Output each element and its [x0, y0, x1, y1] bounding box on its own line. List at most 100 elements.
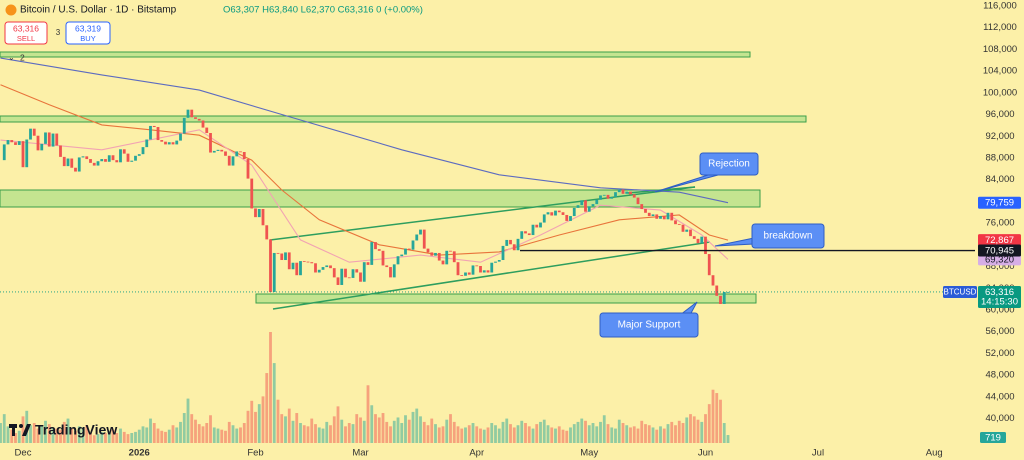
volume-bar: [437, 427, 441, 443]
volume-bar: [107, 430, 111, 443]
buy-button[interactable]: [65, 21, 111, 45]
candle: [482, 270, 486, 273]
volume-bar: [257, 404, 261, 443]
volume-bar: [130, 433, 134, 443]
volume-bar: [707, 404, 711, 443]
collapse-icon[interactable]: ⌄: [8, 53, 15, 62]
moving-average: [0, 57, 729, 204]
callout: [751, 223, 825, 249]
price-label: 69,320: [985, 254, 1014, 265]
volume-bar: [160, 430, 164, 443]
volume-bar: [59, 429, 62, 443]
countdown: 14:15:30: [981, 296, 1018, 307]
candle: [122, 149, 126, 154]
volume-bar: [722, 423, 726, 443]
candle: [175, 140, 179, 145]
x-tick-label: Apr: [469, 448, 484, 459]
candle: [272, 252, 276, 293]
volume-bar: [10, 429, 14, 443]
candle: [370, 242, 374, 265]
candle: [359, 272, 362, 282]
candle: [587, 206, 591, 212]
candle: [77, 157, 81, 172]
volume-bar: [164, 431, 167, 443]
volume-bar: [595, 426, 599, 443]
volume-bar: [321, 428, 325, 443]
candle: [509, 239, 512, 245]
volume-bar: [254, 411, 257, 443]
candle: [40, 143, 44, 151]
candle: [107, 155, 111, 162]
volume-bar: [272, 363, 276, 443]
volume-bar: [509, 424, 512, 443]
x-tick-label: Feb: [247, 448, 263, 459]
candle: [711, 275, 715, 286]
candle: [655, 214, 659, 219]
volume-bar: [122, 431, 126, 443]
volume-bar: [430, 418, 434, 443]
candle: [340, 268, 344, 285]
candle: [580, 200, 584, 206]
logo-mark: [19, 424, 23, 428]
volume-bar: [77, 426, 81, 443]
logo-mark: [22, 424, 31, 436]
volume-bar: [366, 385, 370, 443]
y-tick-label: 84,000: [985, 174, 1014, 185]
candle: [662, 216, 666, 220]
candle: [640, 204, 644, 209]
brand: TradingView: [35, 422, 117, 438]
candle: [190, 109, 194, 118]
volume-bar: [636, 428, 640, 443]
candle: [130, 160, 134, 162]
volume-bar: [467, 425, 471, 443]
volume-bar: [629, 427, 632, 443]
candle: [561, 212, 565, 215]
volume-bar: [104, 433, 107, 443]
volume-bar: [404, 415, 407, 443]
candle: [220, 149, 224, 152]
candle: [276, 252, 280, 254]
candle: [351, 269, 355, 278]
candle: [186, 109, 190, 118]
volume-bar: [314, 424, 317, 443]
candle: [389, 267, 392, 278]
volume-bar: [497, 428, 501, 443]
candle: [66, 158, 70, 167]
volume-bar: [392, 420, 396, 443]
candle: [565, 214, 569, 221]
volume-bar: [119, 428, 122, 443]
volume-bar: [700, 421, 704, 443]
volume-bar: [696, 419, 700, 443]
volume-bar: [569, 427, 572, 443]
candle: [171, 142, 175, 145]
price-label-box: [978, 234, 1021, 247]
volume-bar: [152, 423, 156, 443]
volume-bar: [115, 433, 119, 443]
candle: [235, 151, 239, 157]
indicator-count[interactable]: 2: [20, 52, 25, 62]
sell-button[interactable]: [4, 21, 48, 45]
volume-bar: [666, 424, 670, 443]
candle: [347, 277, 351, 279]
volume-bar: [362, 420, 366, 443]
candle: [670, 212, 674, 221]
candle: [400, 254, 404, 257]
volume-bar: [302, 425, 306, 443]
volume-bar: [329, 425, 332, 443]
x-tick-label: 2026: [129, 448, 150, 459]
callout-text: Rejection: [708, 159, 750, 170]
volume-bar: [651, 427, 655, 443]
candle: [291, 262, 295, 270]
candle: [647, 212, 651, 217]
candle: [385, 265, 389, 268]
candle: [576, 205, 580, 208]
candle: [501, 245, 505, 261]
volume-bar: [471, 423, 475, 443]
candle: [569, 216, 572, 221]
candle: [512, 244, 516, 251]
volume-bar: [479, 428, 482, 443]
candle: [209, 133, 212, 153]
candle: [182, 117, 186, 134]
volume-bar: [527, 426, 531, 443]
